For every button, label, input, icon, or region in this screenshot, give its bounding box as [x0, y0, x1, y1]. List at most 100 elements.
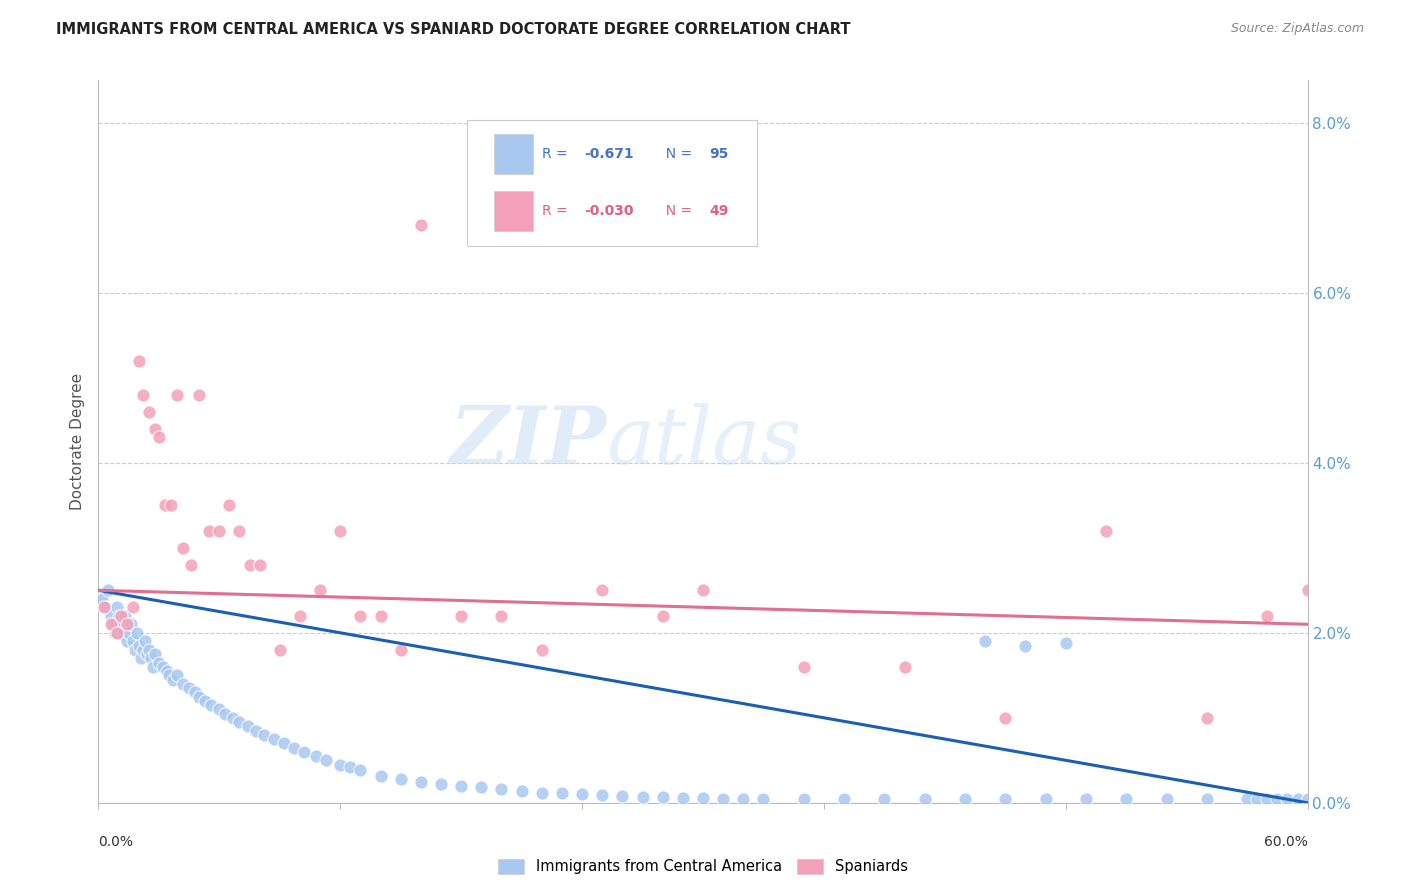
Point: [148, 430, 170, 444]
Point: [115, 634, 138, 648]
Point: [184, 685, 207, 699]
Point: [157, 668, 180, 682]
Point: [305, 749, 328, 764]
Point: [153, 498, 176, 512]
Text: -0.030: -0.030: [585, 203, 634, 218]
Point: [1256, 792, 1278, 806]
Point: [1246, 792, 1268, 806]
Point: [166, 668, 188, 682]
Point: [114, 608, 136, 623]
Point: [111, 625, 134, 640]
Point: [530, 642, 553, 657]
Text: 0.0%: 0.0%: [98, 835, 134, 849]
Point: [138, 642, 160, 657]
Legend: Immigrants from Central America, Spaniards: Immigrants from Central America, Spaniar…: [492, 853, 914, 880]
Point: [551, 787, 574, 801]
Point: [491, 782, 513, 797]
FancyBboxPatch shape: [467, 120, 758, 246]
Point: [409, 218, 432, 232]
Point: [97, 583, 120, 598]
Point: [218, 498, 240, 512]
Point: [1156, 791, 1178, 805]
Point: [692, 790, 714, 805]
Point: [1256, 608, 1278, 623]
Point: [103, 625, 125, 640]
Text: atlas: atlas: [606, 403, 801, 480]
Point: [121, 600, 143, 615]
Point: [893, 660, 915, 674]
Point: [389, 642, 412, 657]
Point: [115, 617, 138, 632]
Point: [143, 422, 166, 436]
Point: [1035, 791, 1057, 805]
Point: [200, 698, 222, 712]
Point: [1286, 792, 1309, 806]
Point: [370, 769, 392, 783]
Point: [152, 660, 174, 674]
Point: [101, 617, 124, 632]
Point: [236, 719, 259, 733]
Point: [118, 625, 141, 640]
Point: [120, 617, 142, 632]
Text: R =: R =: [543, 203, 572, 218]
Point: [349, 764, 371, 778]
Point: [409, 774, 432, 789]
Point: [138, 405, 160, 419]
Point: [450, 779, 472, 793]
Point: [672, 790, 695, 805]
Point: [132, 388, 155, 402]
Point: [100, 617, 122, 632]
Point: [612, 789, 634, 803]
Point: [180, 558, 202, 572]
FancyBboxPatch shape: [494, 191, 533, 230]
Point: [292, 745, 315, 759]
Text: 60.0%: 60.0%: [1264, 835, 1308, 849]
Point: [711, 791, 734, 805]
Point: [873, 791, 896, 805]
Point: [228, 714, 250, 729]
Point: [994, 711, 1017, 725]
FancyBboxPatch shape: [494, 135, 533, 174]
Point: [591, 583, 613, 598]
Point: [139, 651, 162, 665]
Point: [309, 583, 332, 598]
Point: [96, 600, 118, 615]
Point: [93, 600, 115, 615]
Point: [132, 642, 155, 657]
Point: [793, 660, 815, 674]
Point: [370, 608, 392, 623]
Point: [571, 787, 593, 801]
Point: [450, 608, 472, 623]
Point: [148, 656, 170, 670]
Point: [188, 690, 211, 704]
Point: [510, 784, 533, 798]
Point: [1337, 583, 1360, 598]
Point: [530, 786, 553, 800]
Text: N =: N =: [657, 203, 696, 218]
Point: [105, 600, 128, 615]
Point: [315, 753, 337, 767]
Point: [134, 634, 156, 648]
Point: [121, 634, 143, 648]
Point: [198, 524, 221, 538]
Point: [832, 791, 855, 805]
Point: [283, 740, 305, 755]
Point: [156, 664, 179, 678]
Point: [142, 660, 165, 674]
Point: [110, 608, 132, 623]
Point: [245, 723, 267, 738]
Point: [166, 388, 188, 402]
Y-axis label: Doctorate Degree: Doctorate Degree: [69, 373, 84, 510]
Point: [222, 711, 245, 725]
Point: [208, 524, 231, 538]
Text: R =: R =: [543, 147, 572, 161]
Text: ZIP: ZIP: [450, 403, 606, 480]
Point: [389, 772, 412, 786]
Point: [1054, 636, 1077, 650]
Point: [208, 702, 231, 716]
Point: [1296, 792, 1319, 806]
Point: [160, 498, 183, 512]
Point: [135, 647, 157, 661]
Point: [249, 558, 271, 572]
Point: [1296, 583, 1319, 598]
